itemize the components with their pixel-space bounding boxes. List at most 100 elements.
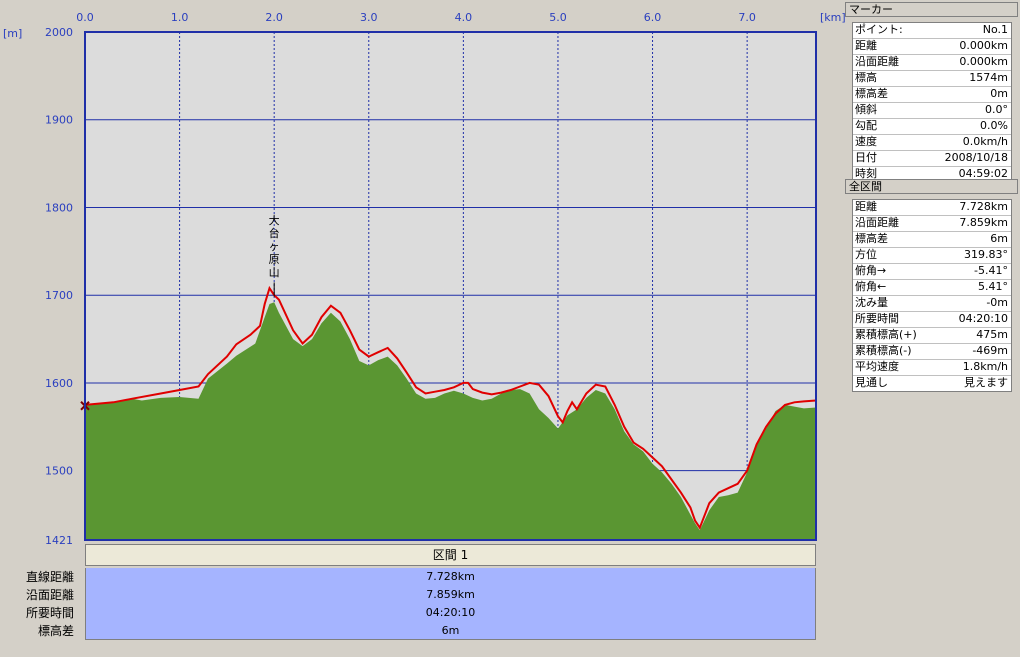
panel-row: 沿面距離 0.000km bbox=[853, 55, 1011, 71]
panel-row-label: 俯角← bbox=[855, 280, 887, 293]
panel-row-value: 7.859km bbox=[959, 216, 1008, 229]
x-tick-label: 4.0 bbox=[455, 11, 473, 24]
panel-row-label: 累積標高(+) bbox=[855, 328, 917, 341]
y-tick-label: 1900 bbox=[45, 114, 73, 127]
section-row-label: 直線距離 bbox=[25, 570, 74, 584]
x-unit-label: [km] bbox=[820, 11, 845, 24]
section-row: 所要時間 04:20:10 bbox=[0, 604, 1020, 622]
panel-row: 方位 319.83° bbox=[853, 248, 1011, 264]
grid-lines bbox=[85, 32, 816, 540]
section-row-value: 7.859km bbox=[85, 586, 816, 604]
panel-row: 俯角→ -5.41° bbox=[853, 264, 1011, 280]
terrain-area-layer bbox=[85, 302, 816, 540]
panel-row-value: 6m bbox=[990, 232, 1008, 245]
section-row-value: 6m bbox=[85, 622, 816, 640]
panel-row: ポイント: No.1 bbox=[853, 23, 1011, 39]
panel-row-value: 0.0% bbox=[980, 119, 1008, 132]
panel-row-label: 沈み量 bbox=[855, 296, 888, 309]
y-tick-label: 1600 bbox=[45, 377, 73, 390]
panel-row-value: 5.41° bbox=[978, 280, 1008, 293]
section-row: 沿面距離 7.859km bbox=[0, 586, 1020, 604]
panel-row-value: -0m bbox=[986, 296, 1008, 309]
panel-row: 傾斜 0.0° bbox=[853, 103, 1011, 119]
peak-annotation-label: 大台ヶ原山 bbox=[269, 213, 280, 279]
panel-row: 距離 0.000km bbox=[853, 39, 1011, 55]
panel-row: 見通し 見えます bbox=[853, 376, 1011, 391]
section-row-label: 所要時間 bbox=[25, 606, 74, 620]
marker-info-table: ポイント: No.1 距離 0.000km 沿面距離 0.000km 標高 1574m 標高差 0… bbox=[852, 22, 1012, 183]
panel-row-value: 04:59:02 bbox=[958, 167, 1008, 180]
panel-row-value: -469m bbox=[972, 344, 1008, 357]
panel-row-label: 平均速度 bbox=[855, 360, 899, 373]
panel-row-value: -5.41° bbox=[974, 264, 1008, 277]
panel-row-value: 2008/10/18 bbox=[944, 151, 1008, 164]
panel-row: 平均速度 1.8km/h bbox=[853, 360, 1011, 376]
panel-row-value: 0.000km bbox=[959, 39, 1008, 52]
x-tick-label: 6.0 bbox=[644, 11, 662, 24]
panel-row-label: ポイント: bbox=[855, 23, 903, 36]
x-tick-label: 5.0 bbox=[549, 11, 567, 24]
panel-row: 距離 7.728km bbox=[853, 200, 1011, 216]
panel-row-value: 1574m bbox=[969, 71, 1008, 84]
panel-row-label: 沿面距離 bbox=[855, 55, 899, 68]
panel-row-label: 見通し bbox=[855, 376, 888, 389]
panel-row-label: 傾斜 bbox=[855, 103, 877, 116]
panel-row-label: 標高 bbox=[855, 71, 877, 84]
panel-row-value: 0.000km bbox=[959, 55, 1008, 68]
x-tick-label: 1.0 bbox=[171, 11, 189, 24]
panel-row-label: 標高差 bbox=[855, 232, 888, 245]
panel-row-value: 319.83° bbox=[964, 248, 1008, 261]
panel-row-label: 方位 bbox=[855, 248, 877, 261]
y-tick-label: 1800 bbox=[45, 201, 73, 214]
x-tick-label: 3.0 bbox=[360, 11, 378, 24]
panel-row: 累積標高(-) -469m bbox=[853, 344, 1011, 360]
panel-row-label: 俯角→ bbox=[855, 264, 887, 277]
panel-row: 標高 1574m bbox=[853, 71, 1011, 87]
panel-row: 時刻 04:59:02 bbox=[853, 167, 1011, 182]
panel-row: 勾配 0.0% bbox=[853, 119, 1011, 135]
panel-row: 速度 0.0km/h bbox=[853, 135, 1011, 151]
panel-row-label: 勾配 bbox=[855, 119, 877, 132]
panel-row-value: 0.0km/h bbox=[962, 135, 1008, 148]
panel-row: 沿面距離 7.859km bbox=[853, 216, 1011, 232]
x-tick-label: 0.0 bbox=[76, 11, 94, 24]
panel-row: 所要時間 04:20:10 bbox=[853, 312, 1011, 328]
section-header[interactable]: 区間 1 bbox=[85, 544, 816, 566]
panel-row-value: No.1 bbox=[982, 23, 1008, 36]
panel-row-label: 日付 bbox=[855, 151, 877, 164]
gps-track-line bbox=[84, 285, 817, 530]
marker-panel-title: マーカー bbox=[845, 2, 1018, 17]
panel-row-label: 距離 bbox=[855, 200, 877, 213]
section-row: 標高差 6m bbox=[0, 622, 1020, 640]
panel-row-label: 標高差 bbox=[855, 87, 888, 100]
panel-row-label: 距離 bbox=[855, 39, 877, 52]
section-row-label: 標高差 bbox=[37, 624, 74, 638]
panel-row-label: 沿面距離 bbox=[855, 216, 899, 229]
total-panel-title: 全区間 bbox=[845, 179, 1018, 194]
plot-border bbox=[84, 31, 817, 541]
y-tick-labels: 2000 1900 1800 1700 1600 1500 1421 bbox=[45, 26, 73, 545]
panel-row-value: 0m bbox=[990, 87, 1008, 100]
panel-row-value: 1.8km/h bbox=[962, 360, 1008, 373]
y-tick-label: 1500 bbox=[45, 465, 73, 478]
panel-row: 俯角← 5.41° bbox=[853, 280, 1011, 296]
panel-row: 標高差 6m bbox=[853, 232, 1011, 248]
section-row: 直線距離 7.728km bbox=[0, 568, 1020, 586]
panel-row-value: 0.0° bbox=[985, 103, 1008, 116]
panel-row-value: 04:20:10 bbox=[958, 312, 1008, 325]
y-tick-label: 1421 bbox=[45, 534, 73, 545]
x-tick-label: 7.0 bbox=[738, 11, 756, 24]
y-unit-label: [m] bbox=[3, 27, 22, 40]
section-row-value: 04:20:10 bbox=[85, 604, 816, 622]
panel-row-value: 見えます bbox=[964, 376, 1008, 389]
panel-row: 日付 2008/10/18 bbox=[853, 151, 1011, 167]
terrain-area bbox=[85, 302, 816, 540]
panel-row-label: 速度 bbox=[855, 135, 877, 148]
section-row-value: 7.728km bbox=[85, 568, 816, 586]
panel-row-label: 所要時間 bbox=[855, 312, 899, 325]
panel-row-label: 累積標高(-) bbox=[855, 344, 912, 357]
total-info-table: 距離 7.728km 沿面距離 7.859km 標高差 6m 方位 319.83° 俯角→ -5.… bbox=[852, 199, 1012, 392]
panel-row: 標高差 0m bbox=[853, 87, 1011, 103]
section-row-label: 沿面距離 bbox=[25, 588, 74, 602]
panel-row-label: 時刻 bbox=[855, 167, 877, 180]
